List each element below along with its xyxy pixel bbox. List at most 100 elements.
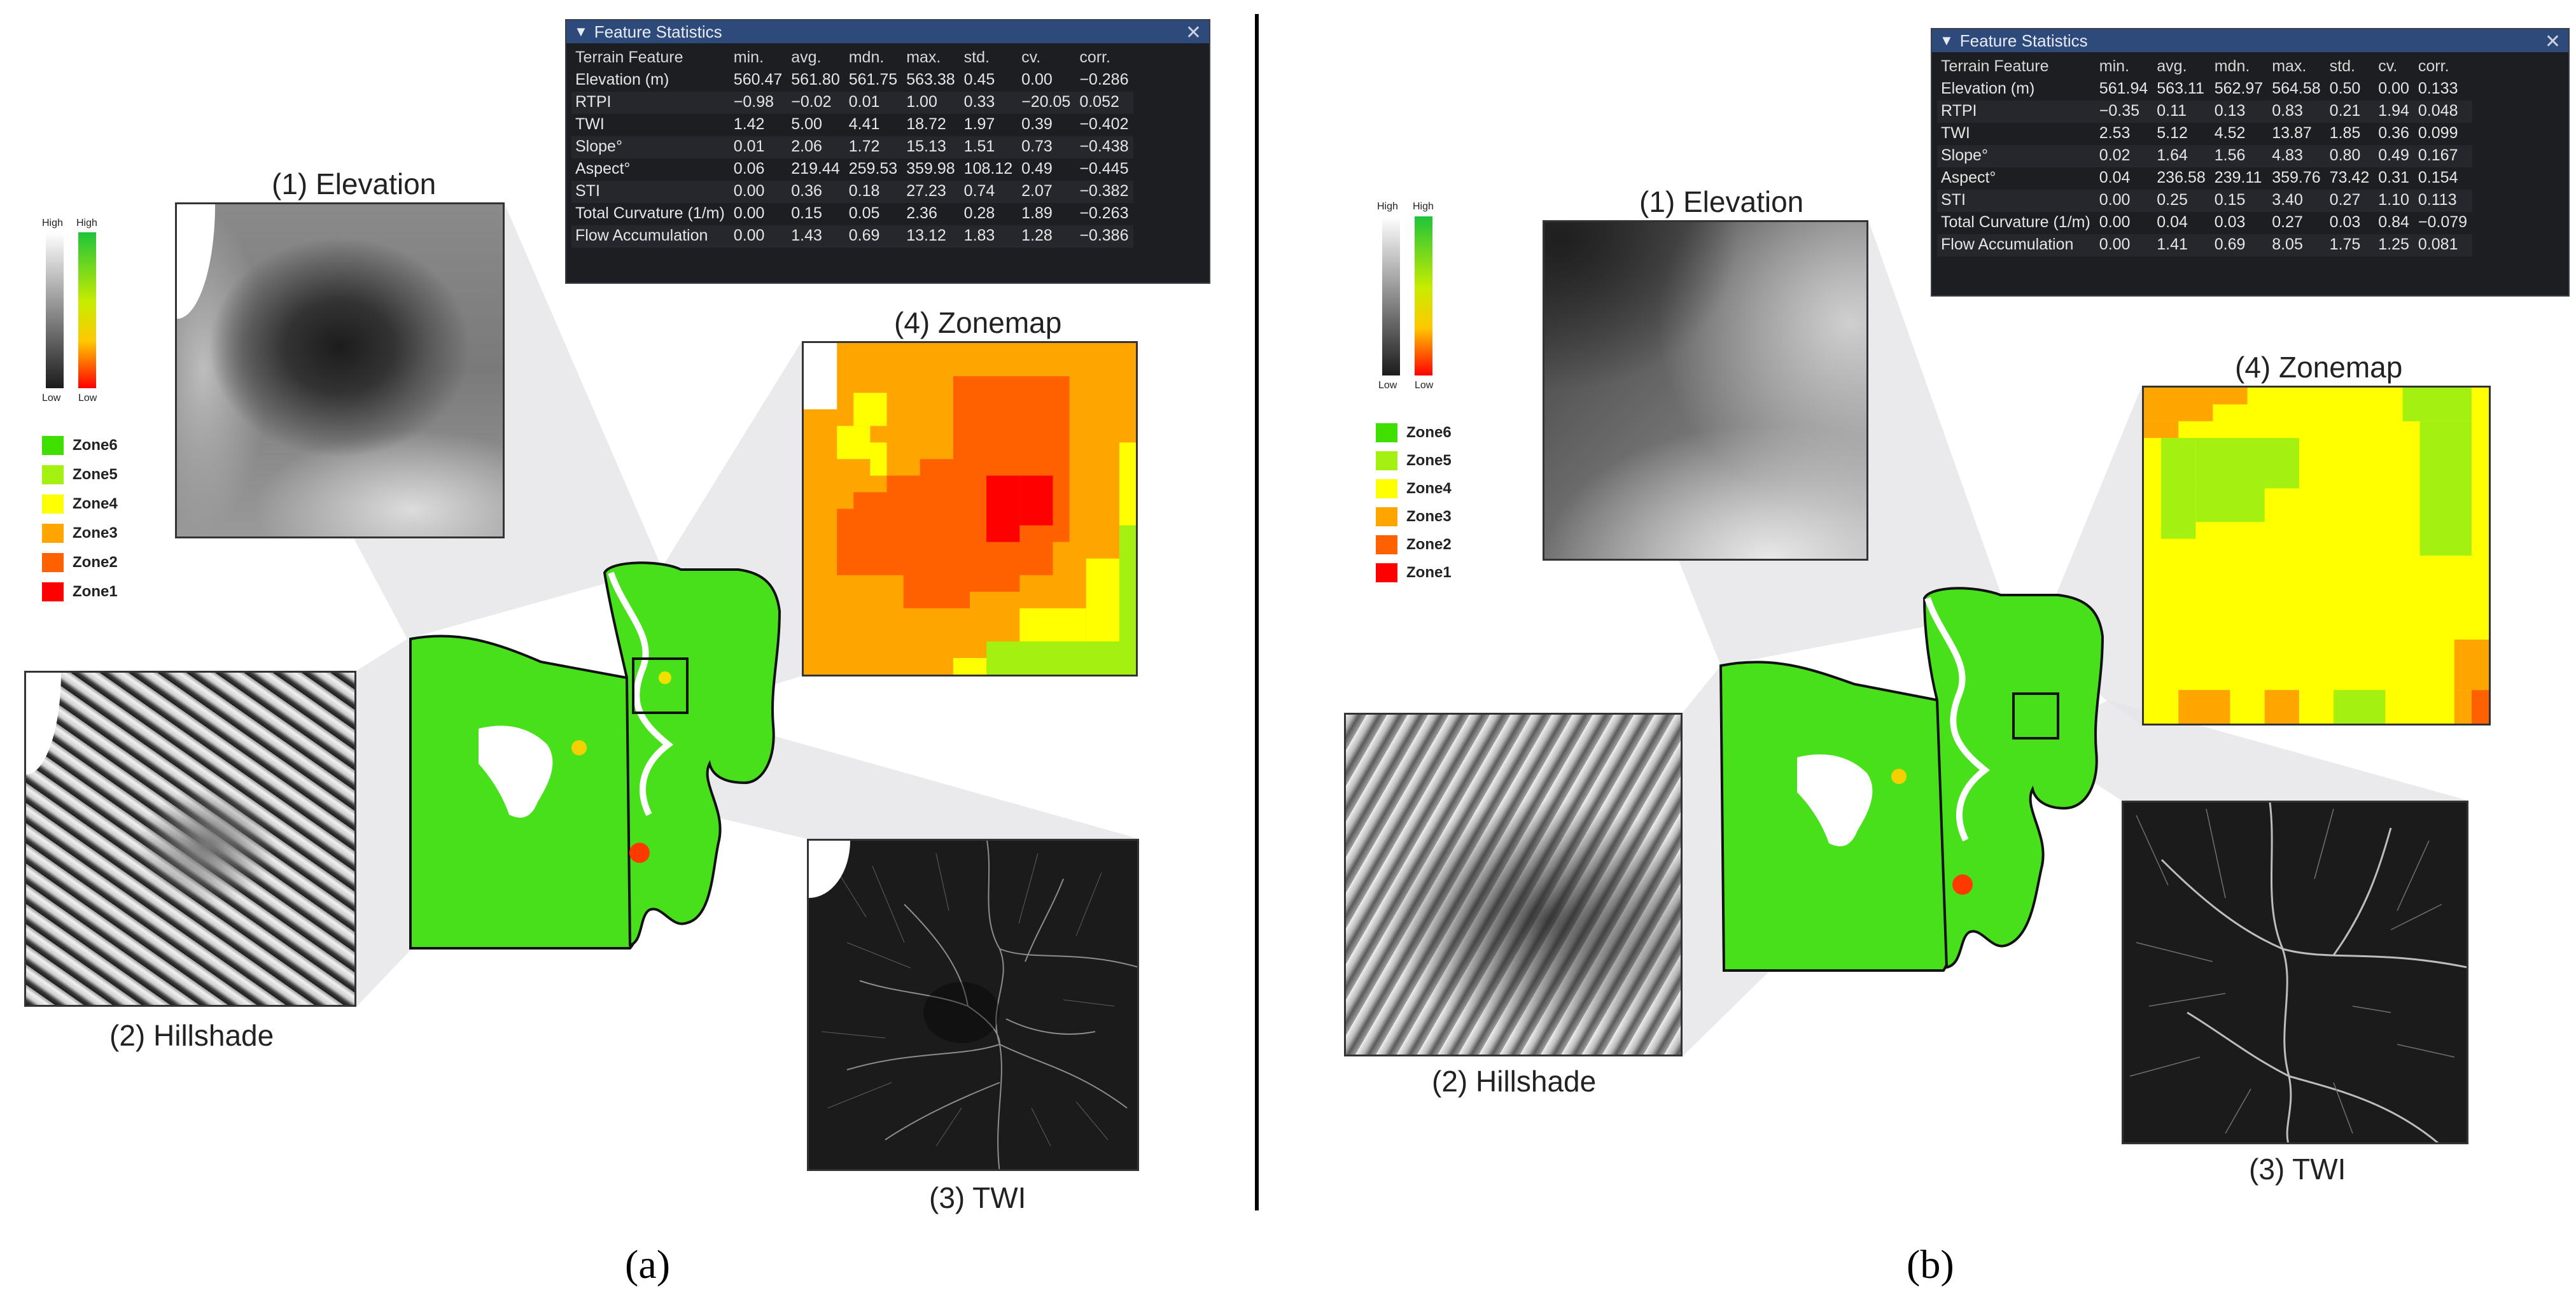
stat-value-cell: 0.02 [2095,145,2153,167]
stat-value-cell: 239.11 [2214,169,2262,186]
colorbar-heat-low: Low [1415,380,1434,391]
collapse-triangle-icon[interactable]: ▼ [1940,32,1954,48]
twi-streams [2129,803,2467,1142]
feature-name-cell: Total Curvature (1/m) [1941,213,2090,231]
legend-swatch [42,582,64,601]
inset-hillshade [24,671,356,1007]
col-header: corr. [2418,57,2449,75]
table-row: RTPI −0.35 0.11 0.13 0.83 0.21 1.94 0.048 [1937,101,2473,123]
stats-body: Elevation (m) 561.94 563.11 562.97 564.58 0.5… [1937,78,2473,256]
stat-value-cell: 0.00 [733,204,765,222]
table-row: Aspect° 0.04 236.58 239.11 359.76 73.42 0.31 0.… [1937,167,2472,190]
legend-zone6: Zone6 [1376,423,1452,442]
col-header: max. [906,48,941,66]
stat-value-cell: 563.11 [2157,80,2204,97]
label-twi: (3) TWI [2249,1153,2346,1186]
caption-b: (b) [1907,1242,1954,1287]
stat-value-cell: 0.39 [1021,115,1053,133]
stat-value-cell: 18.72 [906,115,946,133]
inset-twi [807,839,1139,1171]
stat-value-cell: 1.42 [733,115,765,133]
table-row: Total Curvature (1/m) 0.00 0.15 0.05 2.36 0.2… [571,203,1133,225]
inset-hillshade [1344,713,1683,1056]
stat-value-cell: 1.85 [2329,124,2361,142]
table-row: Total Curvature (1/m) 0.00 0.04 0.03 0.27 0.0… [1937,212,2472,234]
stat-value-cell: 0.11 [2153,101,2211,123]
close-icon[interactable]: ✕ [2544,31,2561,52]
stat-value-cell: −0.079 [2418,213,2468,231]
label-hillshade: (2) Hillshade [1432,1065,1597,1098]
stat-value-cell: 0.099 [2418,124,2458,142]
legend-zone4: Zone4 [42,494,118,514]
stat-value-cell: 560.47 [733,71,783,88]
stat-value-cell: 0.03 [2329,213,2361,231]
legend-zone3: Zone3 [42,524,118,543]
colorbar-heat [78,232,96,388]
stat-value-cell: 0.33 [960,92,1018,114]
stat-value-cell: 259.53 [848,160,898,178]
stat-value-cell: 8.05 [2268,234,2326,256]
collapse-triangle-icon[interactable]: ▼ [574,24,588,39]
feature-name-cell: Elevation (m) [575,71,669,88]
stat-value-cell: 0.15 [2210,190,2269,212]
stat-value-cell: 0.31 [2378,169,2409,186]
table-row: Aspect° 0.06 219.44 259.53 359.98 108.12 0.49 −… [571,158,1133,181]
stat-value-cell: 0.00 [729,225,788,248]
colorbar-gray-high: High [1377,201,1398,212]
stat-value-cell: −0.35 [2095,101,2153,123]
table-row: Slope° 0.02 1.64 1.56 4.83 0.80 0.49 0.167 [1937,145,2473,167]
stat-value-cell: 1.97 [963,115,995,133]
stat-value-cell: 3.40 [2268,190,2326,212]
caption-a: (a) [625,1242,671,1287]
field-hole [1797,754,1873,846]
legend-zone1: Zone1 [42,582,118,601]
col-header: Terrain Feature [575,48,683,66]
stat-value-cell: 236.58 [2157,169,2206,186]
stat-value-cell: 0.83 [2268,101,2326,123]
table-row: Flow Accumulation 0.00 1.43 0.69 13.12 1.83 1.… [571,225,1134,248]
stat-value-cell: 1.25 [2374,234,2414,256]
zonemap-grid [2144,388,2489,724]
stat-value-cell: 0.01 [844,92,903,114]
colorbar-heat [1415,216,1432,375]
stat-value-cell: 359.76 [2272,169,2321,186]
stats-window-a: ▼ Feature Statistics ✕ Terrain Feature m… [565,19,1210,284]
stats-title-bar[interactable]: ▼ Feature Statistics ✕ [1932,29,2568,52]
stat-value-cell: 0.113 [2414,190,2473,212]
stat-value-cell: −20.05 [1018,92,1076,114]
table-row: Flow Accumulation 0.00 1.41 0.69 8.05 1.75 1.2… [1937,234,2473,256]
stat-value-cell: 0.00 [2095,190,2153,212]
hotspot-2 [571,740,587,755]
inset-elevation [1543,220,1868,561]
stat-value-cell: 0.00 [2378,80,2409,97]
stat-value-cell: 1.83 [960,225,1018,248]
legend-zone5: Zone5 [42,465,118,484]
legend-zone1: Zone1 [1376,563,1452,582]
stat-value-cell: −0.263 [1079,204,1129,222]
legend-zone4: Zone4 [1376,479,1452,498]
stat-value-cell: −0.382 [1075,181,1134,203]
stats-table: Terrain Feature min. avg. mdn. max. std.… [1937,56,2473,256]
stat-value-cell: 1.28 [1018,225,1076,248]
stat-value-cell: −0.98 [729,92,788,114]
hotspot-2 [1891,769,1907,784]
stat-value-cell: −0.438 [1075,136,1134,158]
stat-value-cell: 1.41 [2153,234,2211,256]
feature-name-cell: Aspect° [575,160,631,178]
stats-title-bar[interactable]: ▼ Feature Statistics ✕ [566,20,1209,43]
stat-value-cell: 561.75 [848,71,898,88]
legend-swatch [1376,423,1397,442]
col-header: min. [733,48,764,66]
table-row: Elevation (m) 560.47 561.80 561.75 563.38 0.4… [571,69,1133,92]
close-icon[interactable]: ✕ [1185,22,1201,43]
stat-value-cell: 0.00 [2095,234,2153,256]
projection-twi [2026,700,2468,801]
col-header: std. [2329,57,2355,75]
colorbar-heat-high: High [1413,201,1434,212]
field-east [1922,587,2104,969]
stat-value-cell: 0.13 [2210,101,2269,123]
stat-value-cell: −0.02 [787,92,845,114]
twi-streams [821,841,1137,1169]
stat-value-cell: 0.133 [2418,80,2458,97]
stat-value-cell: 0.49 [1021,160,1053,178]
